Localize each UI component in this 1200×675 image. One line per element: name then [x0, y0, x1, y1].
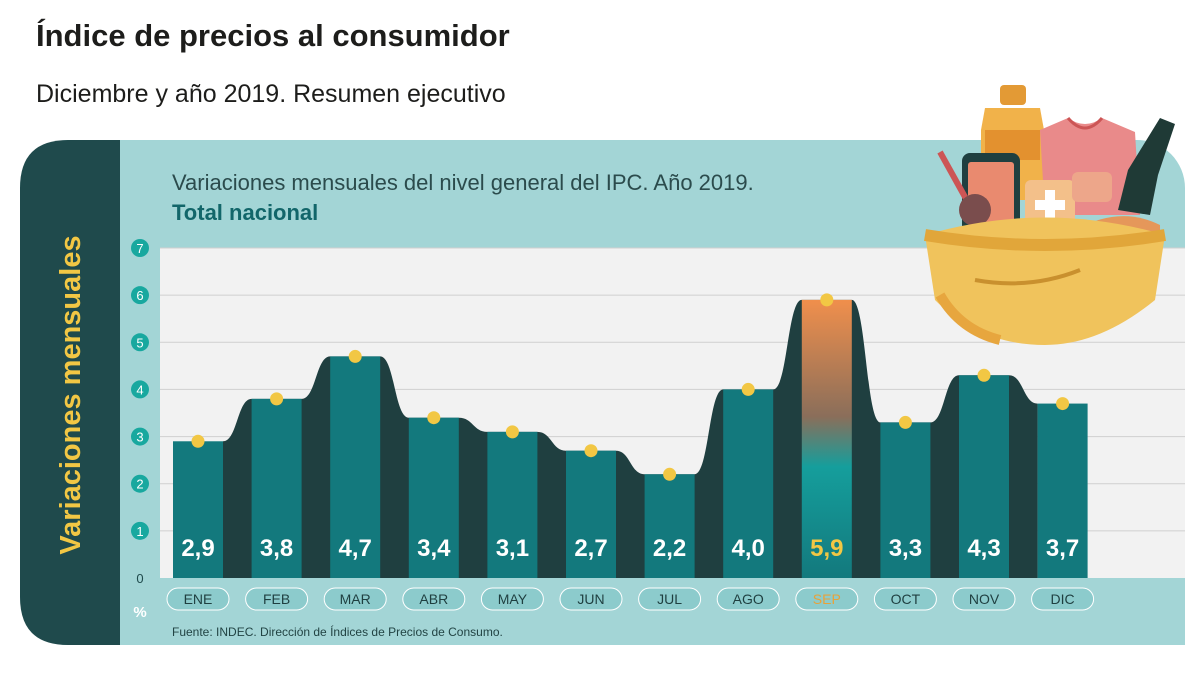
data-label: 3,4: [417, 535, 451, 562]
month-pill: [873, 587, 937, 611]
data-label: 3,7: [1046, 535, 1079, 562]
month-pill: [480, 587, 544, 611]
point-marker: [663, 467, 677, 481]
month-pill: [245, 587, 309, 611]
y-tick-dot: [131, 380, 149, 399]
bar: [959, 375, 1009, 578]
y-tick-dot: [131, 474, 149, 493]
y-tick-label: 4: [136, 382, 143, 397]
bar: [566, 450, 616, 578]
data-label: 3,1: [496, 535, 529, 562]
ylabel-panel: [20, 140, 120, 645]
point-marker: [427, 411, 441, 425]
page-title: Índice de precios al consumidor: [36, 18, 510, 53]
data-label: 2,9: [181, 535, 214, 562]
data-label: 3,8: [260, 535, 293, 562]
data-label: 3,3: [889, 535, 922, 562]
y-axis-label: Variaciones mensuales: [55, 235, 87, 554]
source-note: Fuente: INDEC. Dirección de Índices de P…: [172, 624, 503, 639]
month-pill: [952, 587, 1016, 611]
month-pill: [166, 587, 230, 611]
data-label: 5,9: [810, 535, 843, 562]
data-label: 4,0: [732, 535, 765, 562]
x-tick-label: ABR: [419, 591, 448, 607]
month-pill: [716, 587, 780, 611]
y-tick-label: 0: [136, 571, 143, 586]
month-pill: [638, 587, 702, 611]
y-tick-dot: [131, 333, 149, 352]
x-tick-label: FEB: [263, 591, 290, 607]
bar: [251, 398, 302, 578]
month-pill: [323, 587, 387, 611]
bar: [723, 389, 774, 578]
y-tick-label: 5: [136, 335, 143, 350]
y-tick-label: 6: [136, 288, 143, 303]
x-tick-label: AGO: [733, 591, 764, 607]
y-tick-label: 2: [136, 477, 143, 492]
bar: [173, 441, 223, 578]
x-tick-label: SEP: [813, 591, 841, 607]
x-tick-label: OCT: [891, 591, 921, 607]
bar: [487, 431, 538, 578]
point-marker: [505, 425, 519, 439]
bar: [880, 422, 931, 578]
y-tick-dot: [131, 286, 149, 305]
data-label: 2,7: [574, 535, 607, 562]
point-marker: [741, 382, 755, 396]
bar: [801, 299, 852, 578]
chart-subtitle: Total nacional: [172, 200, 318, 225]
y-tick-label: 7: [136, 241, 143, 256]
point-marker: [977, 368, 991, 382]
data-label: 2,2: [653, 535, 686, 562]
y-unit-label: %: [133, 604, 146, 621]
month-pill: [795, 587, 859, 611]
point-marker: [898, 415, 912, 429]
y-tick-label: 3: [136, 430, 143, 445]
x-tick-label: MAY: [498, 591, 528, 607]
x-tick-label: MAR: [340, 591, 371, 607]
point-marker: [1056, 397, 1070, 411]
point-marker: [584, 444, 598, 458]
y-tick-dot: [131, 521, 149, 540]
x-tick-label: JUL: [657, 591, 682, 607]
x-tick-label: DIC: [1051, 591, 1075, 607]
bar: [408, 417, 459, 578]
month-pill: [402, 587, 466, 611]
bar: [1037, 403, 1088, 578]
bar: [644, 474, 695, 578]
point-marker: [820, 293, 834, 307]
page-subtitle: Diciembre y año 2019. Resumen ejecutivo: [36, 80, 506, 108]
data-label: 4,7: [339, 535, 372, 562]
bar: [330, 356, 381, 578]
y-tick-label: 1: [136, 524, 143, 539]
chart-title: Variaciones mensuales del nivel general …: [172, 170, 754, 195]
point-marker: [270, 392, 284, 406]
month-pill: [559, 587, 623, 611]
y-tick-dot: [131, 427, 149, 446]
x-tick-label: NOV: [969, 591, 1000, 607]
y-tick-dot: [131, 239, 149, 257]
x-tick-label: JUN: [577, 591, 604, 607]
data-label: 4,3: [967, 535, 1000, 562]
month-pill: [1031, 587, 1095, 611]
x-tick-label: ENE: [184, 591, 213, 607]
shopping-basket-icon: [924, 85, 1175, 345]
point-marker: [191, 434, 205, 448]
point-marker: [348, 349, 362, 363]
